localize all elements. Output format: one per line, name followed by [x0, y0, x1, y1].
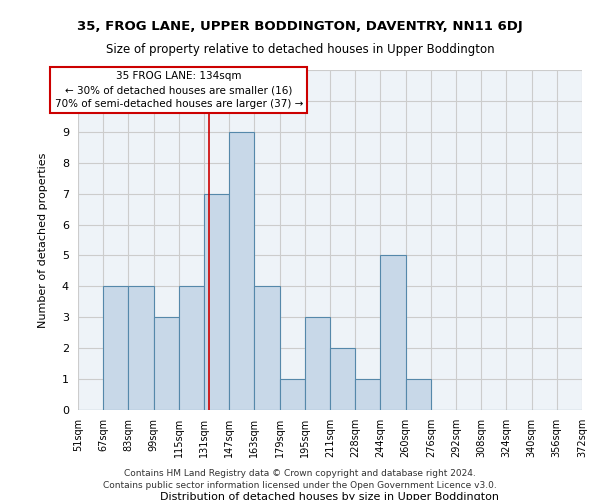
Bar: [380, 256, 406, 410]
Bar: [305, 318, 330, 410]
Text: Contains HM Land Registry data © Crown copyright and database right 2024.: Contains HM Land Registry data © Crown c…: [124, 468, 476, 477]
Bar: [154, 318, 179, 410]
Bar: [406, 379, 431, 410]
Bar: [179, 286, 204, 410]
Bar: [355, 379, 380, 410]
Bar: [204, 194, 229, 410]
Text: 35 FROG LANE: 134sqm
← 30% of detached houses are smaller (16)
70% of semi-detac: 35 FROG LANE: 134sqm ← 30% of detached h…: [55, 71, 303, 109]
Bar: [330, 348, 355, 410]
Text: Size of property relative to detached houses in Upper Boddington: Size of property relative to detached ho…: [106, 42, 494, 56]
Y-axis label: Number of detached properties: Number of detached properties: [38, 152, 48, 328]
X-axis label: Distribution of detached houses by size in Upper Boddington: Distribution of detached houses by size …: [161, 492, 499, 500]
Text: Contains public sector information licensed under the Open Government Licence v3: Contains public sector information licen…: [103, 481, 497, 490]
Text: 35, FROG LANE, UPPER BODDINGTON, DAVENTRY, NN11 6DJ: 35, FROG LANE, UPPER BODDINGTON, DAVENTR…: [77, 20, 523, 33]
Bar: [254, 286, 280, 410]
Bar: [229, 132, 254, 410]
Bar: [128, 286, 154, 410]
Bar: [280, 379, 305, 410]
Bar: [103, 286, 128, 410]
